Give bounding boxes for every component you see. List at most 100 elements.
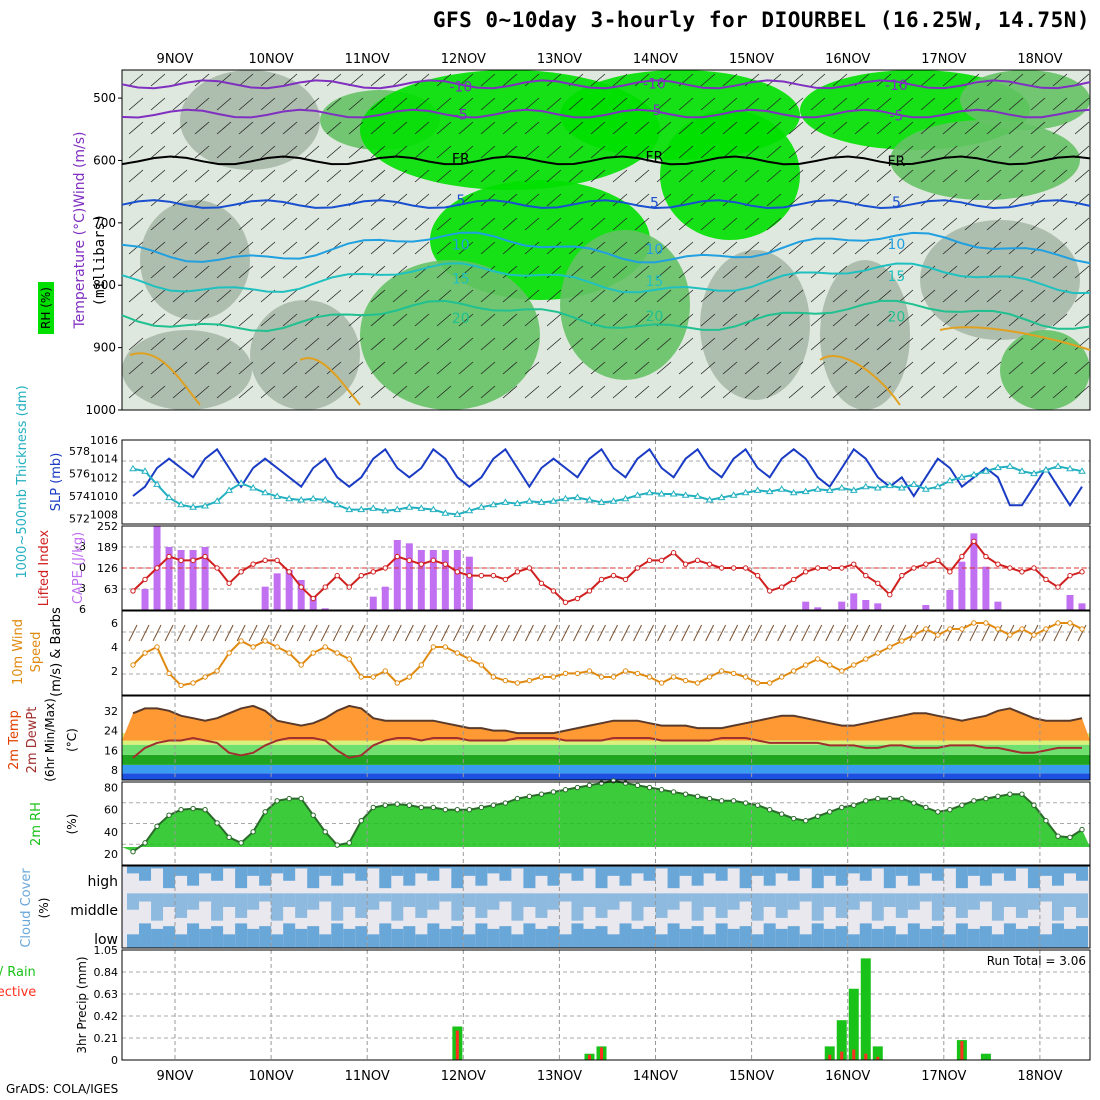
cloud-middle-bar xyxy=(691,893,704,921)
wind-barb xyxy=(344,624,354,642)
precip-total-bar xyxy=(848,988,859,1060)
temp-ylabel: 2m Temp xyxy=(7,710,22,770)
cloud-high-bar xyxy=(139,866,152,881)
thickness-line-marker xyxy=(177,500,185,508)
wind-barb xyxy=(612,193,628,207)
wind-barb xyxy=(194,361,210,375)
wind-barb xyxy=(898,193,914,207)
wind-barb xyxy=(656,217,672,231)
wind-barb xyxy=(436,193,452,207)
rh2m-line-marker xyxy=(370,804,376,811)
wind-barb xyxy=(813,624,823,642)
wind-barb xyxy=(964,97,980,111)
cloud-low-bar xyxy=(571,923,584,948)
precip-tick: 1.05 xyxy=(94,944,119,957)
cloud-middle-bar xyxy=(1015,893,1028,918)
isotherm-label: -10 xyxy=(449,79,472,95)
cloud-high-bar xyxy=(487,866,500,874)
cloud-low-bar xyxy=(343,928,356,948)
wind-barb xyxy=(942,169,958,183)
cloud-low-bar xyxy=(271,934,284,948)
cloud-low-bar xyxy=(283,923,296,948)
wind-barb xyxy=(590,241,606,255)
wind-barb xyxy=(546,97,562,111)
wind-barb xyxy=(986,361,1002,375)
isotherm-label: FR xyxy=(646,150,664,166)
wind-barb xyxy=(370,265,386,279)
wind-barb xyxy=(832,73,848,87)
wind-barb xyxy=(332,624,342,642)
li-line-marker xyxy=(935,557,941,564)
wind-speed-line-marker xyxy=(226,650,232,656)
wind-barb xyxy=(621,624,630,642)
thickness-line-marker xyxy=(837,484,846,491)
date-label-bottom: 10NOV xyxy=(249,1069,294,1084)
wind-barb xyxy=(212,624,222,642)
rh-field-shape xyxy=(250,300,360,410)
li-line-marker xyxy=(190,557,196,564)
li-line-marker xyxy=(286,569,292,575)
li-line-marker xyxy=(1007,565,1013,571)
precip-conv-bar xyxy=(960,1041,964,1060)
wind-barb xyxy=(282,265,298,279)
wind-barb xyxy=(370,241,386,255)
cloud-high-bar xyxy=(403,866,416,886)
dewpt-ylabel: 2m DewPt xyxy=(25,707,40,774)
wind-barb xyxy=(832,313,848,327)
li-line-marker xyxy=(947,569,953,575)
wind-speed-line-marker xyxy=(610,674,617,680)
wind-barb xyxy=(458,265,474,279)
rh2m-unit: (%) xyxy=(65,814,79,835)
thickness-line-marker xyxy=(1030,469,1038,477)
wind-barb xyxy=(1008,337,1024,351)
cloud-low-bar xyxy=(163,926,176,948)
wind-barb xyxy=(546,217,562,231)
wind-barb xyxy=(986,289,1002,303)
rh-field-shape xyxy=(180,70,320,170)
wind-barb xyxy=(216,97,232,111)
wind-speed-line-marker xyxy=(718,668,725,674)
wind-speed-line-marker xyxy=(971,620,977,626)
wind-speed-line-marker xyxy=(622,668,629,674)
wind-barb xyxy=(150,337,166,351)
cape-bar xyxy=(261,586,269,610)
wind-barb xyxy=(612,385,628,399)
wind-barb xyxy=(920,385,936,399)
wind-barb xyxy=(700,313,716,327)
cloud-middle-bar xyxy=(883,893,896,907)
cape-ylabel: CAPE (J/kg) xyxy=(71,532,86,604)
wind-barb xyxy=(700,97,716,111)
thickness-line-marker xyxy=(441,509,450,516)
cloud-middle-bar xyxy=(295,893,308,918)
wind-barb xyxy=(428,624,438,642)
wind-barb xyxy=(945,624,955,642)
cloud-low-bar xyxy=(763,923,776,948)
wind-speed-line-marker xyxy=(394,680,400,686)
thickness-line-marker xyxy=(1018,467,1026,474)
cloud-level-label: low xyxy=(94,932,118,948)
wind-barb xyxy=(458,97,474,111)
wind-barb xyxy=(480,289,496,303)
cloud-high-bar xyxy=(319,866,332,876)
cloud-middle-bar xyxy=(1027,893,1040,910)
wind-barb xyxy=(920,217,936,231)
li-line-marker xyxy=(923,561,929,567)
cloud-high-bar xyxy=(763,866,776,886)
wind-barb xyxy=(656,241,672,255)
rh2m-line-marker xyxy=(983,795,989,802)
thickness-line-marker xyxy=(777,485,786,492)
cloud-low-bar xyxy=(775,928,788,948)
wind-speed-line-marker xyxy=(574,670,581,677)
wind-barb xyxy=(128,385,144,399)
cape-bar xyxy=(850,593,858,610)
isotherm-label: 20 xyxy=(887,309,905,325)
wind-barb xyxy=(861,624,871,642)
cloud-high-bar xyxy=(835,866,848,886)
wind-barb xyxy=(392,241,408,255)
cloud-middle-bar xyxy=(1076,893,1088,918)
date-label-top: 15NOV xyxy=(729,52,774,67)
wind-barb xyxy=(920,97,936,111)
isotherm-20 xyxy=(121,299,1091,333)
rh-field-shape xyxy=(700,250,810,400)
rh2m-line-marker xyxy=(202,806,208,813)
